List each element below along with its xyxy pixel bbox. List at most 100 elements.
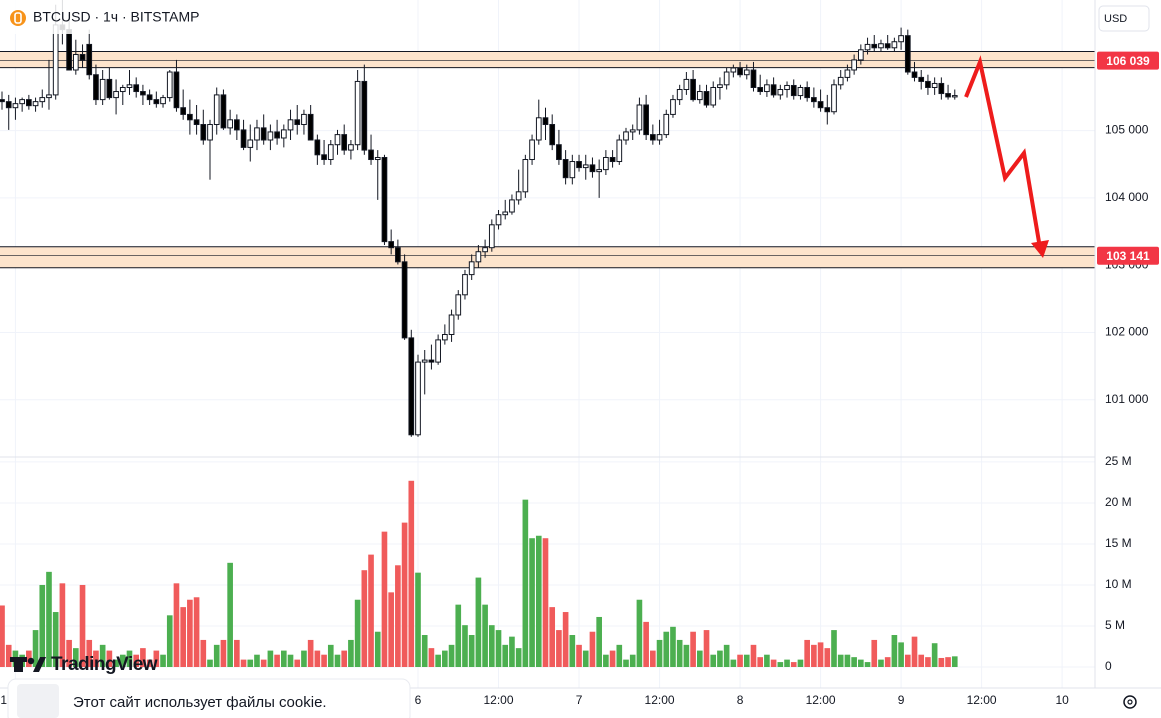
candle-body [140, 91, 146, 96]
candle-body [938, 82, 945, 95]
y-tick-label: 105 000 [1105, 123, 1149, 137]
candle-body [93, 74, 99, 101]
grid [0, 0, 1095, 688]
candle-body [609, 156, 616, 163]
candle-body [871, 43, 878, 49]
candle-body [213, 94, 220, 126]
candle-body [79, 54, 86, 61]
volume-bar [683, 644, 690, 667]
cookie-banner[interactable]: Этот сайт использует файлы cookie. [7, 678, 411, 718]
x-tick-label: 10 [1055, 693, 1069, 707]
volume-bar [784, 659, 790, 667]
candle-body [603, 156, 609, 171]
volume-bar [381, 531, 388, 667]
volume-bar [670, 626, 676, 667]
volume-bar [609, 650, 616, 667]
level-zone [0, 51, 1095, 68]
candle-body [441, 334, 448, 341]
candle-body [878, 43, 884, 49]
candle-body [683, 78, 690, 91]
volume-bar [696, 650, 703, 667]
level-zone [0, 246, 1095, 268]
candle-body [522, 159, 529, 193]
volume-bar [314, 650, 321, 667]
y-tick-label: 104 000 [1105, 190, 1149, 204]
volume-bar [287, 654, 294, 667]
volume-tick-label: 5 M [1105, 618, 1125, 632]
volume-bar [442, 650, 448, 667]
volume-bar [180, 607, 186, 667]
candle-body [354, 80, 361, 146]
x-tick-label: 9 [898, 693, 905, 707]
candle-body [925, 80, 931, 88]
candle-body [811, 97, 817, 103]
candle-body [703, 91, 710, 106]
volume-bar [294, 659, 301, 667]
candle-body [72, 54, 79, 71]
candle-body [160, 97, 166, 105]
candle-body [401, 261, 408, 339]
volume-bar [160, 654, 166, 667]
candle-body [790, 84, 797, 97]
candle-body [267, 131, 274, 141]
volume-bar [113, 659, 119, 667]
candle-body [535, 117, 542, 141]
volume-bar [321, 654, 327, 667]
candle-body [515, 191, 522, 201]
volume-bar [5, 644, 12, 667]
volume-bar [166, 615, 173, 667]
currency-label[interactable]: USD [1104, 13, 1127, 25]
candle-body [153, 99, 160, 105]
x-tick-label: 12:00 [645, 693, 675, 707]
candle-body [670, 99, 676, 115]
candle-body [931, 82, 938, 88]
volume-bar [140, 648, 146, 667]
volume-bar [193, 597, 200, 667]
volume-bar [636, 599, 643, 667]
volume-bar [455, 604, 462, 667]
volume-bar [280, 650, 287, 667]
volume-bar [931, 643, 938, 667]
candle-body [911, 71, 918, 78]
volume-bar [951, 656, 958, 667]
x-tick-label: 8 [737, 693, 744, 707]
candle-body [374, 156, 381, 161]
volume-bar [388, 592, 394, 667]
volume-bar [730, 659, 737, 667]
volume-bar [267, 650, 274, 667]
volume-bar [187, 599, 193, 667]
candle-body [287, 119, 294, 131]
candle-body [743, 69, 750, 76]
volume-bar [59, 583, 66, 667]
candle-body [542, 117, 549, 126]
volume-bar [99, 644, 106, 667]
volume-bar [32, 630, 39, 667]
volume-bar [348, 639, 354, 667]
candle-body [582, 164, 589, 169]
volume-bar [804, 639, 810, 667]
volume-bar [710, 654, 717, 667]
currency-button[interactable]: USD [1098, 5, 1150, 32]
volume-bar [146, 659, 153, 667]
candle-body [5, 101, 12, 109]
candle-body [643, 104, 649, 136]
candle-body [52, 24, 59, 96]
candle-body [106, 78, 113, 99]
volume-bar [676, 639, 683, 667]
volume-bar [301, 650, 307, 667]
candle-body [817, 101, 824, 109]
volume-bar [589, 631, 596, 667]
candle-body [428, 359, 435, 363]
candle-body [616, 139, 623, 163]
volume-bar [327, 644, 334, 667]
volume-bar [878, 659, 884, 667]
volume-bar [529, 538, 535, 667]
price-label: 106 039 [1106, 54, 1150, 68]
volume-bar [173, 583, 180, 667]
volume-bar [46, 571, 52, 667]
y-tick-label: 102 000 [1105, 325, 1149, 339]
volume-bar [576, 644, 582, 667]
volume-bar [824, 648, 831, 667]
volume-bar [925, 657, 931, 667]
settings-icon[interactable] [1123, 695, 1137, 709]
